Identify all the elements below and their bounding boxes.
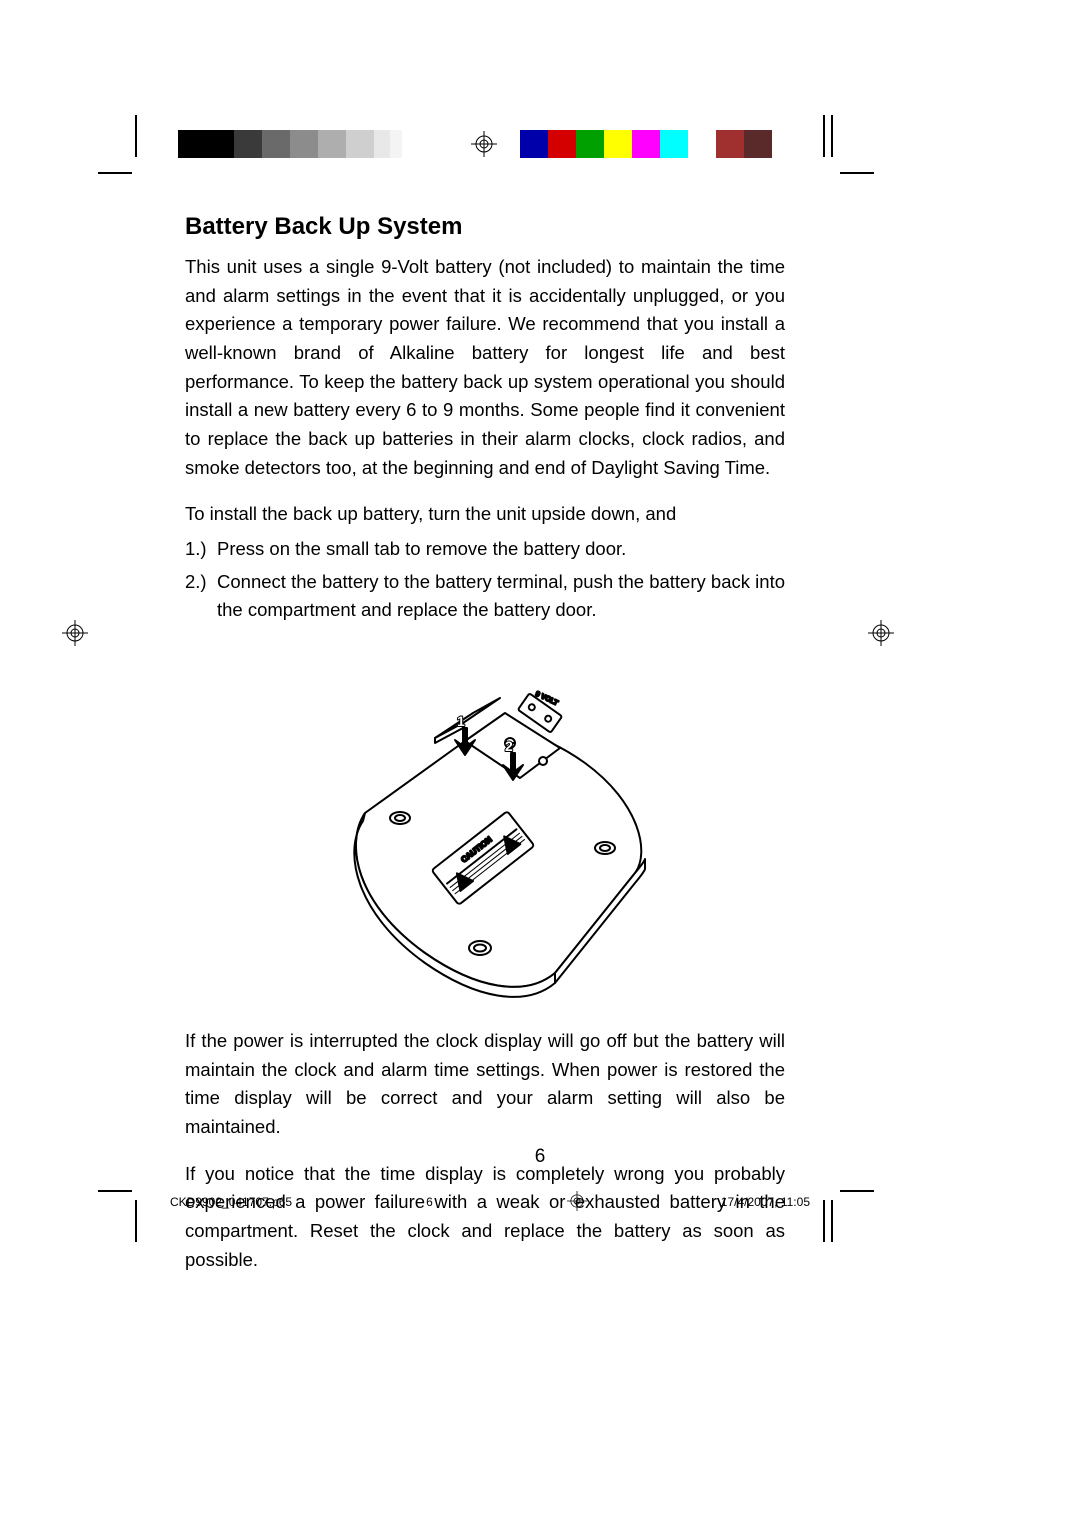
calibration-swatch	[548, 130, 576, 158]
calibration-swatch	[716, 130, 744, 158]
calibration-swatch	[660, 130, 688, 158]
crop-br-v1	[823, 1200, 825, 1242]
page-root: Battery Back Up System This unit uses a …	[0, 0, 1080, 1528]
crop-tr-v1	[823, 115, 825, 157]
calibration-swatch	[576, 130, 604, 158]
calibration-swatch	[632, 130, 660, 158]
calibration-swatch	[688, 130, 716, 158]
calibration-swatch	[604, 130, 632, 158]
crop-tl-v	[135, 115, 137, 157]
step-number: 2.)	[185, 568, 217, 625]
calibration-swatch	[374, 130, 390, 158]
crop-br-h	[840, 1190, 874, 1192]
footer-filename: CKD9902_041707.p65	[170, 1195, 292, 1218]
calibration-swatch	[390, 130, 402, 158]
crop-tl-h	[98, 172, 132, 174]
calibration-swatch	[318, 130, 346, 158]
crop-tr-v2	[831, 115, 833, 157]
install-step-1: 1.) Press on the small tab to remove the…	[185, 535, 785, 564]
crop-tr-h	[840, 172, 874, 174]
color-calibration-bar	[520, 130, 772, 158]
battery-install-diagram: CAUTION 9 VOLT	[305, 643, 665, 1003]
content-area: Battery Back Up System This unit uses a …	[185, 213, 785, 1274]
install-step-2: 2.) Connect the battery to the battery t…	[185, 568, 785, 625]
footer-datetime: 17/4/2007, 11:05	[721, 1195, 810, 1218]
footer-page-num: 6	[426, 1195, 433, 1218]
intro-paragraph: This unit uses a single 9-Volt battery (…	[185, 253, 785, 482]
crop-br-v2	[831, 1200, 833, 1242]
section-heading: Battery Back Up System	[185, 213, 785, 241]
callout-1: 1	[457, 713, 465, 729]
calibration-swatch	[206, 130, 234, 158]
reg-mark-left	[62, 620, 88, 646]
gray-calibration-bar	[178, 130, 402, 158]
page-number: 6	[0, 1146, 1080, 1168]
calibration-swatch	[346, 130, 374, 158]
calibration-swatch	[744, 130, 772, 158]
print-footer: CKD9902_041707.p65 6 17/4/2007, 11:05	[170, 1195, 810, 1218]
step-number: 1.)	[185, 535, 217, 564]
reg-mark-top	[471, 131, 497, 157]
reg-mark-bottom	[567, 1191, 587, 1214]
calibration-swatch	[520, 130, 548, 158]
step-text: Press on the small tab to remove the bat…	[217, 535, 785, 564]
calibration-swatch	[262, 130, 290, 158]
calibration-swatch	[178, 130, 206, 158]
install-intro-line: To install the back up battery, turn the…	[185, 500, 785, 529]
crop-bl-v	[135, 1200, 137, 1242]
callout-2: 2	[505, 738, 513, 754]
behavior-paragraph: If the power is interrupted the clock di…	[185, 1027, 785, 1142]
crop-bl-h	[98, 1190, 132, 1192]
step-text: Connect the battery to the battery termi…	[217, 568, 785, 625]
calibration-swatch	[290, 130, 318, 158]
reg-mark-right	[868, 620, 894, 646]
calibration-swatch	[234, 130, 262, 158]
